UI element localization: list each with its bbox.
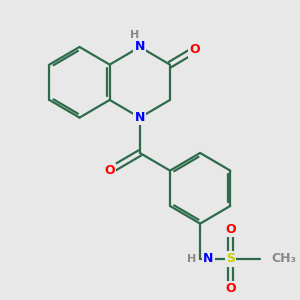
Text: N: N [203, 252, 214, 266]
Text: S: S [226, 252, 235, 266]
Text: O: O [104, 164, 115, 177]
Text: O: O [225, 223, 236, 236]
Text: O: O [225, 282, 236, 295]
Text: N: N [135, 40, 145, 53]
Text: H: H [130, 30, 140, 40]
Text: O: O [189, 44, 200, 56]
Text: N: N [135, 111, 145, 124]
Text: H: H [187, 254, 196, 264]
Text: CH₃: CH₃ [272, 252, 296, 266]
